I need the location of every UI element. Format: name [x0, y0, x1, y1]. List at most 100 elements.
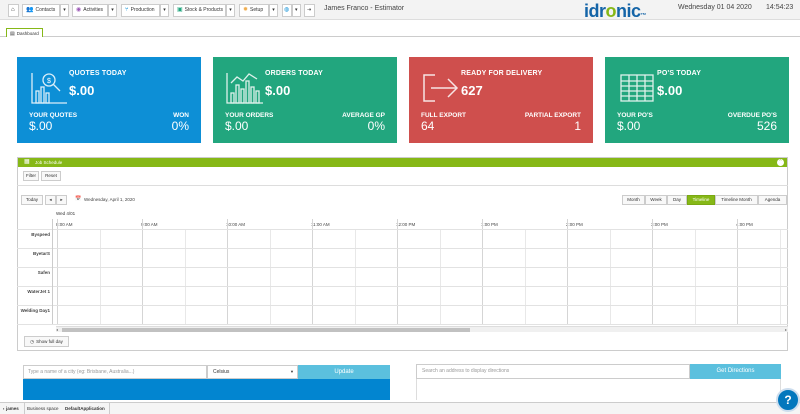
view-timeline-button[interactable]: Timeline [687, 195, 715, 205]
get-directions-button[interactable]: Get Directions [690, 364, 781, 379]
time-label: 8:00 AM [56, 222, 73, 227]
grid-column-line [354, 229, 356, 324]
reset-button[interactable]: Reset [41, 171, 61, 181]
scroll-right-icon[interactable]: ▸ [784, 327, 787, 332]
stock-icon: ▣ [177, 7, 183, 13]
job-schedule-header: ▦ Job Schedule ⌃ [18, 158, 787, 167]
tab-strip [0, 24, 800, 37]
card-left-value: $.00 [29, 119, 53, 133]
chevron-down-icon[interactable]: ▾ [269, 4, 278, 17]
status-application: DefaultApplication [65, 406, 105, 411]
show-full-day-button[interactable]: ◷ Show full day [24, 336, 69, 347]
production-menu[interactable]: ⑂ Production ▾ [121, 4, 169, 17]
grid-column-line [779, 229, 781, 324]
grid-row-line [17, 229, 788, 230]
chevron-down-icon[interactable]: ▾ [226, 4, 235, 17]
view-week-button[interactable]: Week [645, 195, 667, 205]
chevron-down-icon[interactable]: ▾ [108, 4, 117, 17]
temperature-unit-select[interactable]: Celsius ▼ [207, 365, 298, 379]
caret-down-icon: ▼ [290, 369, 294, 374]
time-label: 10:00 AM [226, 222, 246, 227]
next-button[interactable]: ▸ [56, 195, 67, 205]
grid-column-line [609, 229, 611, 324]
directions-panel [416, 379, 781, 400]
timeline-grid: Wed 4/01 8:00 AM 9:00 AM 10:00 AM 11:00 AM 1… [17, 209, 788, 325]
directions-address-input[interactable]: Search an address to display directions [416, 364, 690, 379]
divider [109, 402, 110, 414]
grid-column-line [57, 219, 58, 324]
card-right-value: 1 [574, 119, 581, 133]
resource-label: Welding Day1 [20, 308, 50, 313]
card-title: READY FOR DELIVERY [461, 70, 543, 77]
grid-column-line [99, 229, 101, 324]
gear-icon: ✹ [243, 7, 249, 13]
card-left-label: YOUR ORDERS [225, 112, 274, 119]
city-search-input[interactable]: Type a name of a city (eg: Brisbane, Aus… [23, 365, 207, 379]
grid-column-line [269, 229, 271, 324]
help-button[interactable]: ? [776, 388, 800, 412]
activities-icon: ◉ [76, 7, 82, 13]
view-month-button[interactable]: Month [622, 195, 645, 205]
stock-products-menu[interactable]: ▣ Stock & Products ▾ [173, 4, 235, 17]
time-label: 11:00 AM [311, 222, 330, 227]
card-left-value: 64 [421, 119, 435, 133]
prev-button[interactable]: ◂ [45, 195, 56, 205]
company-logo: idronic™ [584, 1, 647, 21]
home-icon: ⌂ [11, 7, 15, 13]
card-ready-for-delivery[interactable]: READY FOR DELIVERY 627 FULL EXPORT PARTI… [409, 57, 593, 143]
filter-button[interactable]: Filter [23, 171, 39, 181]
view-timeline-month-button[interactable]: Timeline Month [715, 195, 758, 205]
card-right-label: PARTIAL EXPORT [524, 112, 581, 119]
globe-dropdown[interactable]: ▾ [292, 4, 301, 17]
update-weather-button[interactable]: Update [298, 365, 390, 379]
card-left-label: YOUR QUOTES [29, 112, 78, 119]
dashboard-icon: ▤ [10, 31, 15, 37]
card-title: ORDERS TODAY [265, 70, 324, 77]
grid-row-line [17, 248, 788, 249]
top-toolbar: ⌂ 👥 Contacts ▾ ◉ Activities ▾ ⑂ Production ▾ ▣… [0, 0, 800, 21]
status-workspace: Business space [27, 406, 59, 411]
time-label: 2:00 PM [566, 222, 583, 227]
grid-column-line [312, 219, 313, 324]
contacts-menu[interactable]: 👥 Contacts ▾ [22, 4, 69, 17]
home-button[interactable]: ⌂ [8, 4, 19, 17]
job-schedule-title: Job Schedule [35, 160, 63, 165]
collapse-icon[interactable]: ⌃ [777, 159, 784, 166]
card-quotes-today[interactable]: $ QUOTES TODAY $.00 YOUR QUOTES WON $.00… [17, 57, 201, 143]
today-button[interactable]: Today [21, 195, 43, 205]
calendar-icon[interactable]: 📅 [75, 196, 82, 202]
resource-column-divider [52, 219, 53, 324]
time-label: 12:00 PM [396, 222, 416, 227]
card-orders-today[interactable]: ORDERS TODAY $.00 YOUR ORDERS AVERAGE GP… [213, 57, 397, 143]
logout-button[interactable]: ⇥ [304, 4, 315, 17]
time-label: 4:00 PM [736, 222, 753, 227]
globe-button[interactable]: ◍ [282, 4, 292, 17]
grid-row-line [17, 305, 788, 306]
scrollbar-thumb[interactable] [62, 328, 470, 332]
setup-menu[interactable]: ✹ Setup ▾ [239, 4, 278, 17]
chevron-down-icon[interactable]: ▾ [60, 4, 69, 17]
weather-panel [23, 379, 390, 400]
job-schedule-panel: ▦ Job Schedule ⌃ [17, 157, 788, 351]
chevron-down-icon[interactable]: ▾ [160, 4, 169, 17]
view-day-button[interactable]: Day [667, 195, 687, 205]
user-icon: ▪ [3, 406, 5, 411]
divider [17, 185, 788, 186]
day-header: Wed 4/01 [56, 211, 76, 216]
grid-column-line [397, 219, 398, 324]
tab-dashboard[interactable]: ▤ Dashboard [6, 28, 43, 37]
card-title: QUOTES TODAY [69, 70, 127, 77]
scroll-left-icon[interactable]: ◂ [56, 327, 59, 332]
card-left-label: FULL EXPORT [421, 112, 467, 119]
activities-menu[interactable]: ◉ Activities ▾ [72, 4, 117, 17]
current-time: 14:54:23 [766, 4, 794, 11]
export-arrow-icon [423, 74, 459, 102]
view-agenda-button[interactable]: Agenda [758, 195, 787, 205]
grid-column-line [524, 229, 526, 324]
resource-label: WaterJet 1 [27, 289, 50, 294]
horizontal-scrollbar[interactable]: ◂ ▸ [56, 326, 788, 332]
card-pos-today[interactable]: PO'S TODAY $.00 YOUR PO'S OVERDUE PO'S $… [605, 57, 789, 143]
schedule-grid-icon: ▦ [24, 159, 30, 165]
resource-label: Safen [37, 270, 50, 275]
globe-icon: ◍ [284, 7, 290, 13]
